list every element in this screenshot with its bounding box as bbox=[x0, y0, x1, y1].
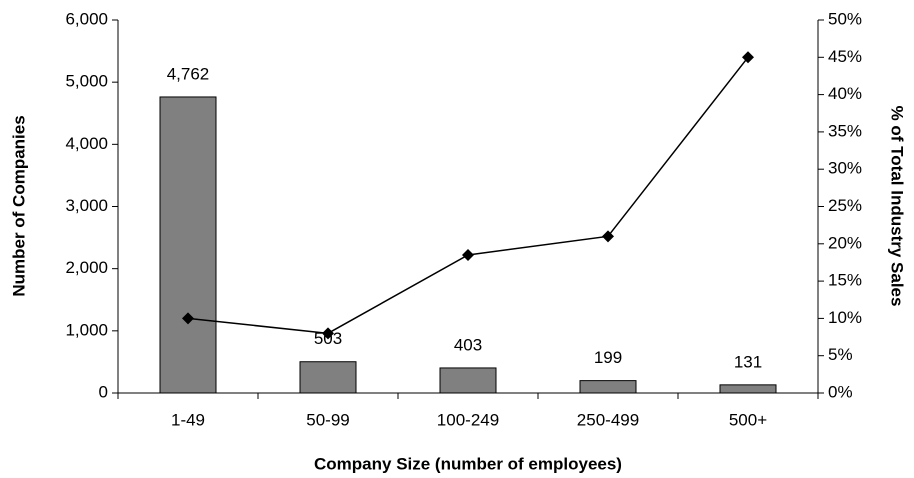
bar bbox=[159, 96, 217, 394]
y2-tick-label: 20% bbox=[828, 233, 862, 252]
y2-tick-label: 5% bbox=[828, 345, 853, 364]
y2-tick-label: 15% bbox=[828, 271, 862, 290]
y-tick-label: 4,000 bbox=[65, 134, 108, 153]
y2-tick-label: 0% bbox=[828, 382, 853, 401]
bar bbox=[579, 380, 637, 394]
line bbox=[187, 56, 749, 335]
value-label: 403 bbox=[454, 335, 482, 354]
x-tick-label: 100-249 bbox=[437, 410, 499, 429]
bar bbox=[439, 367, 497, 394]
y-tick-label: 6,000 bbox=[65, 9, 108, 28]
bar bbox=[299, 361, 357, 394]
y-axis-title: Number of Companies bbox=[9, 115, 28, 296]
y-tick-label: 3,000 bbox=[65, 196, 108, 215]
y2-tick-label: 25% bbox=[828, 196, 862, 215]
value-label: 199 bbox=[594, 348, 622, 367]
y-tick-label: 1,000 bbox=[65, 320, 108, 339]
y-tick-label: 5,000 bbox=[65, 72, 108, 91]
y2-tick-label: 45% bbox=[828, 47, 862, 66]
x-tick-label: 1-49 bbox=[171, 410, 205, 429]
marker bbox=[602, 230, 614, 243]
y2-tick-label: 30% bbox=[828, 159, 862, 178]
value-label: 4,762 bbox=[167, 64, 210, 83]
marker bbox=[182, 312, 194, 325]
y2-tick-label: 50% bbox=[828, 9, 862, 28]
y2-tick-label: 40% bbox=[828, 84, 862, 103]
y2-axis-title: % of Total Industry Sales bbox=[888, 106, 907, 307]
y2-tick-label: 10% bbox=[828, 308, 862, 327]
y-tick-label: 2,000 bbox=[65, 258, 108, 277]
y-tick-label: 0 bbox=[99, 382, 108, 401]
marker bbox=[462, 248, 474, 261]
x-axis-title: Company Size (number of employees) bbox=[314, 454, 622, 473]
x-tick-label: 50-99 bbox=[306, 410, 349, 429]
marker bbox=[322, 327, 334, 340]
value-label: 131 bbox=[734, 352, 762, 371]
bar bbox=[719, 384, 777, 394]
marker bbox=[742, 51, 754, 64]
x-tick-label: 500+ bbox=[729, 410, 767, 429]
x-tick-label: 250-499 bbox=[577, 410, 639, 429]
y2-tick-label: 35% bbox=[828, 121, 862, 140]
